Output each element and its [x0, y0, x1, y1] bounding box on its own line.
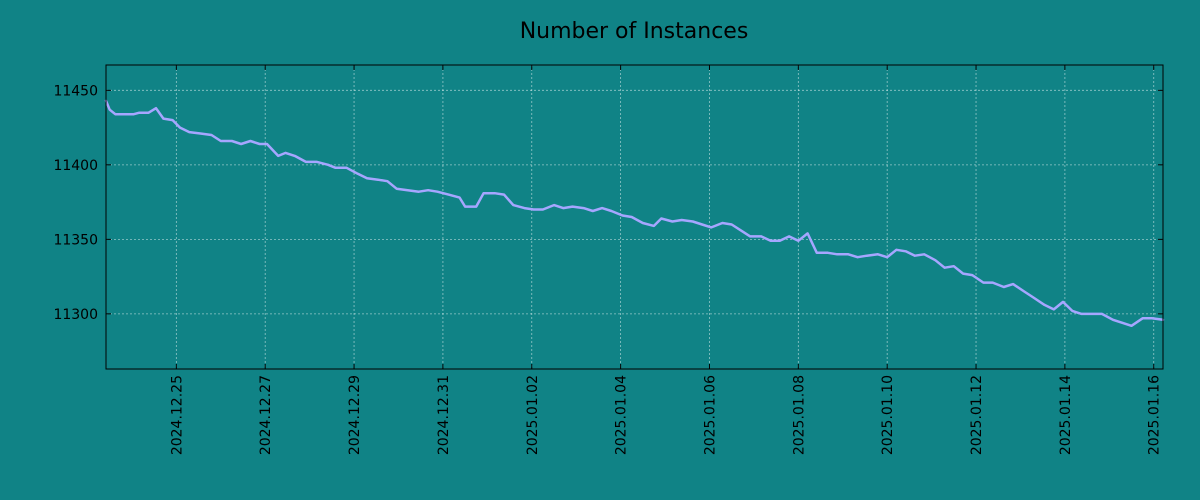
x-tick-label: 2025.01.16	[1147, 375, 1163, 455]
grid-layer	[106, 65, 1163, 369]
x-tick-label: 2024.12.27	[258, 375, 274, 455]
y-tick-label: 11300	[53, 307, 98, 323]
x-tick-label: 2025.01.08	[791, 375, 807, 455]
x-tick-label: 2024.12.31	[436, 375, 452, 455]
series-line	[104, 99, 1165, 328]
x-tick-label: 2025.01.04	[614, 375, 630, 455]
x-tick-label: 2025.01.12	[969, 375, 985, 455]
x-tick-label: 2025.01.14	[1058, 375, 1074, 455]
x-tick-label: 2024.12.25	[169, 375, 185, 455]
series-layer	[104, 99, 1165, 328]
axis-layer: 11300 11350 11400 11450 2024.12.25 2024.12.27…	[53, 64, 1164, 455]
x-tick-label: 2025.01.06	[702, 375, 718, 455]
x-tick-label: 2024.12.29	[347, 375, 363, 455]
chart-title: Number of Instances	[520, 19, 749, 44]
y-tick-label: 11350	[53, 232, 98, 248]
y-tick-label: 11450	[53, 83, 98, 99]
x-tick-label: 2025.01.10	[880, 375, 896, 455]
plot-frame	[105, 64, 1164, 370]
y-tick-label: 11400	[53, 158, 98, 174]
x-tick-label: 2025.01.02	[525, 375, 541, 455]
